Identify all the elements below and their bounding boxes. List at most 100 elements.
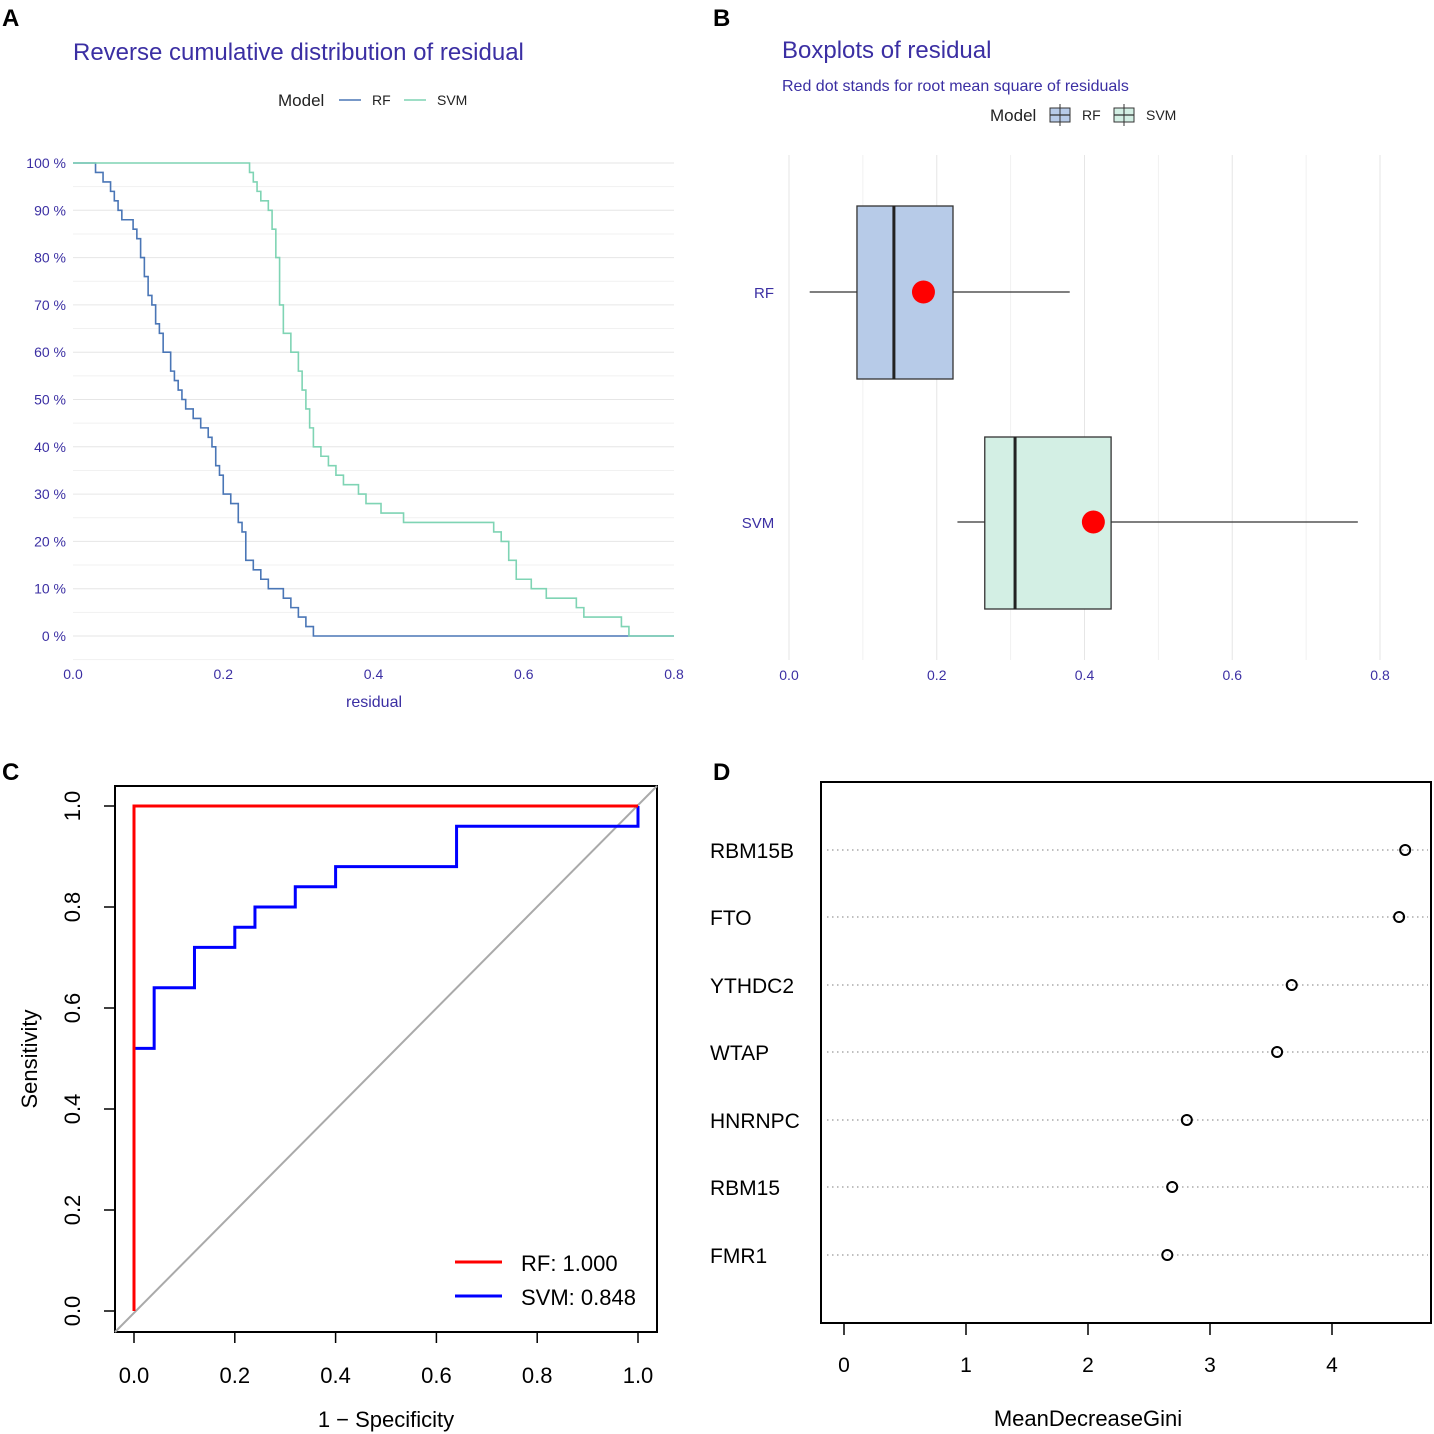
category-label: FMR1 (710, 1245, 767, 1268)
chart-a-title: Reverse cumulative distribution of resid… (73, 39, 524, 66)
x-tick-label: 0.8 (522, 1363, 553, 1388)
chart-b-category-rf: RF (754, 285, 774, 302)
panel-c: C 0.00.20.40.60.81.0 0.0 0.2 0.4 0.6 0.8 1.0 … (2, 759, 658, 1432)
chart-d-x-ticks: 0 1 2 3 4 (838, 1322, 1338, 1377)
chart-b-title: Boxplots of residual (782, 37, 991, 64)
legend-label-rf: RF (372, 92, 391, 108)
dot-row: WTAP (710, 1042, 1428, 1065)
y-tick-label: 1.0 (60, 791, 85, 822)
x-tick-label: 0.0 (119, 1363, 150, 1388)
x-tick-label: 4 (1326, 1354, 1338, 1377)
x-tick-label: 0.2 (214, 666, 234, 682)
y-tick-label: 80 % (34, 250, 66, 266)
category-label: RBM15B (710, 840, 794, 863)
legend-swatch-rf (1049, 104, 1071, 126)
x-tick-label: 0.0 (63, 666, 83, 682)
chart-d-x-label: MeanDecreaseGini (994, 1406, 1182, 1431)
category-label: FTO (710, 907, 752, 930)
rms-dot (911, 280, 935, 304)
box-iqr (856, 205, 954, 380)
x-tick-label: 0.2 (927, 667, 947, 683)
dot-marker (1399, 844, 1412, 856)
series-line-svm (73, 162, 674, 637)
y-tick-label: 0.2 (60, 1195, 85, 1226)
dot-row: FMR1 (710, 1245, 1428, 1268)
y-tick-label: 100 % (26, 155, 66, 171)
y-tick-label: 30 % (34, 486, 66, 502)
legend-label-svm: SVM (437, 92, 467, 108)
legend-swatch-svm (1113, 104, 1135, 126)
x-tick-label: 0.6 (514, 666, 534, 682)
chart-b-subtitle: Red dot stands for root mean square of r… (782, 78, 1129, 95)
y-tick-label: 60 % (34, 344, 66, 360)
dot-marker (1393, 911, 1406, 923)
dot-row: RBM15B (710, 840, 1428, 863)
chart-c-x-label: 1 − Specificity (318, 1407, 454, 1432)
x-tick-label: 0.2 (220, 1363, 251, 1388)
box-svm (957, 436, 1358, 610)
dot-marker (1285, 979, 1298, 991)
dot-marker (1180, 1114, 1193, 1126)
chart-c-y-ticks: 0.0 0.2 0.4 0.6 0.8 1.0 (60, 791, 115, 1327)
panel-a: A Reverse cumulative distribution of res… (2, 5, 684, 711)
panel-letter-d: D (713, 759, 730, 786)
dot-row: HNRNPC (710, 1110, 1428, 1133)
series-line-rf (73, 162, 674, 637)
category-label: RBM15 (710, 1177, 780, 1200)
chart-c-y-label: Sensitivity (17, 1009, 42, 1108)
x-tick-label: 2 (1082, 1354, 1094, 1377)
box-rf (809, 205, 1070, 380)
rms-dot (1081, 510, 1105, 534)
chart-b-x-ticks: 0.0 0.2 0.4 0.6 0.8 (779, 667, 1390, 683)
chart-c-x-ticks: 0.0 0.2 0.4 0.6 0.8 1.0 (119, 1331, 654, 1388)
x-tick-label: 1.0 (623, 1363, 654, 1388)
x-tick-label: 0.4 (320, 1363, 351, 1388)
legend-label-rf: RF (1082, 107, 1101, 123)
y-tick-label: 0 % (42, 628, 66, 644)
x-tick-label: 0.8 (1370, 667, 1390, 683)
legend-title: Model (990, 106, 1036, 125)
chart-a-y-ticks: 0 % 10 % 20 % 30 % 40 % 50 % 60 % 70 % 80 % 90 % 1… (26, 155, 66, 644)
y-tick-label: 20 % (34, 533, 66, 549)
y-tick-label: 0.8 (60, 892, 85, 923)
y-tick-label: 0.4 (60, 1094, 85, 1125)
x-tick-label: 0.4 (1075, 667, 1095, 683)
chart-a-x-label: residual (346, 694, 402, 711)
y-tick-label: 10 % (34, 581, 66, 597)
category-label: YTHDC2 (710, 975, 794, 998)
dot-row: FTO (710, 907, 1428, 930)
category-label: HNRNPC (710, 1110, 800, 1133)
chart-a-legend: Model RF SVM (278, 91, 467, 110)
panel-b: B Boxplots of residual Red dot stands fo… (713, 5, 1390, 683)
y-tick-label: 90 % (34, 202, 66, 218)
panel-d: D RBM15B FTO YTHDC2 WTAP HNRNPC RBM15 FMR1 0 1 2… (710, 759, 1432, 1431)
roc-line-svm (132, 806, 640, 1311)
dot-row: YTHDC2 (710, 975, 1428, 998)
x-tick-label: 0.8 (664, 666, 684, 682)
x-tick-label: 0.0 (779, 667, 799, 683)
legend-label-svm: SVM: 0.848 (521, 1285, 636, 1310)
y-tick-label: 50 % (34, 392, 66, 408)
chart-b-legend: Model RF SVM (990, 104, 1176, 126)
legend-label-svm: SVM (1146, 107, 1176, 123)
chart-a-x-ticks: 0.0 0.2 0.4 0.6 0.8 (63, 666, 684, 682)
chart-d-rows: RBM15B FTO YTHDC2 WTAP HNRNPC RBM15 FMR1 (710, 840, 1428, 1268)
y-tick-label: 70 % (34, 297, 66, 313)
y-tick-label: 0.0 (60, 1296, 85, 1327)
chart-a-series (73, 162, 674, 637)
chart-a-grid (73, 162, 674, 661)
x-tick-label: 0.6 (421, 1363, 452, 1388)
dot-marker (1271, 1046, 1284, 1058)
x-tick-label: 1 (960, 1354, 972, 1377)
chart-c-diagonal (114, 785, 658, 1333)
panel-letter-c: C (2, 759, 19, 786)
chart-c-series (132, 804, 640, 1311)
chart-b-boxes (809, 205, 1358, 610)
chart-c-legend: RF: 1.000 SVM: 0.848 (455, 1251, 636, 1310)
chart-b-category-svm: SVM (742, 515, 775, 532)
y-tick-label: 40 % (34, 439, 66, 455)
dot-marker (1166, 1181, 1179, 1193)
category-label: WTAP (710, 1042, 769, 1065)
legend-title: Model (278, 91, 324, 110)
